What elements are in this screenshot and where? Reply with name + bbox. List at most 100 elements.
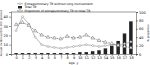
- line: [16, 23, 131, 48]
- marker: [59, 37, 62, 40]
- marker: [85, 44, 87, 46]
- bar: [104, 48, 108, 54]
- marker: [47, 46, 49, 48]
- marker: [21, 16, 23, 18]
- marker: [46, 35, 49, 38]
- legend: Extrapulmonary TB without lung involveme…: [17, 2, 94, 13]
- tick: 30: [4, 25, 11, 29]
- chart: 0123456789101112131415161718010203040020…: [0, 0, 150, 65]
- tick-label: 1: [22, 56, 24, 60]
- bar: [97, 50, 101, 54]
- tick-label: 0: [15, 56, 17, 60]
- marker: [34, 36, 36, 38]
- marker: [117, 44, 119, 46]
- tick: 18: [129, 54, 133, 60]
- tick-label: 40: [4, 15, 8, 19]
- marker: [85, 33, 88, 36]
- bar: [91, 51, 95, 54]
- tick-mark: [136, 37, 138, 38]
- tick-label: 16: [116, 56, 120, 60]
- tick-label: 11: [85, 56, 89, 60]
- tick-mark: [9, 35, 11, 36]
- tick-label: 15: [110, 56, 114, 60]
- tick-mark: [9, 54, 11, 55]
- tick-label: 0: [6, 53, 8, 57]
- tick-label: 7: [60, 56, 62, 60]
- bar: [116, 41, 120, 54]
- legend-label: Proportion of extrapulmonary TB to total…: [25, 9, 91, 13]
- tick: 100: [136, 11, 146, 15]
- tick: 17: [123, 54, 127, 60]
- marker: [15, 30, 17, 32]
- bar: [46, 53, 50, 54]
- bar: [21, 53, 25, 54]
- bar: [27, 53, 31, 54]
- marker: [53, 36, 56, 39]
- tick-label: 17: [123, 56, 127, 60]
- marker: [66, 46, 68, 48]
- marker: [110, 42, 113, 45]
- marker: [41, 44, 43, 46]
- tick: 7: [60, 54, 62, 60]
- tick-label: 14: [104, 56, 109, 60]
- marker: [53, 46, 55, 48]
- marker: [65, 34, 68, 37]
- bar: [33, 53, 37, 54]
- tick-label: 2: [28, 56, 30, 60]
- tick: 3: [35, 54, 37, 60]
- tick-mark: [9, 45, 11, 46]
- marker: [21, 21, 24, 24]
- tick: 60: [136, 27, 143, 31]
- legend-swatch: [18, 6, 22, 8]
- marker: [116, 44, 119, 47]
- tick: 5: [47, 54, 49, 60]
- marker: [104, 40, 107, 43]
- tick-label: 20: [4, 34, 8, 38]
- tick-label: 0: [139, 53, 141, 57]
- bar: [85, 52, 89, 54]
- tick-mark: [9, 26, 11, 27]
- tick-label: 60: [139, 27, 143, 31]
- bar: [72, 53, 76, 54]
- tick-mark: [136, 20, 138, 21]
- tick: 0: [6, 53, 11, 57]
- tick-label: 8: [67, 56, 69, 60]
- marker: [104, 45, 106, 47]
- bar: [65, 53, 69, 54]
- tick: 1: [22, 54, 24, 60]
- tick-label: 10: [78, 56, 82, 60]
- bar: [53, 53, 57, 54]
- marker: [34, 29, 37, 32]
- marker: [91, 36, 94, 39]
- x-axis: 0123456789101112131415161718: [12, 54, 137, 60]
- tick: 4: [41, 54, 44, 60]
- tick: 40: [4, 15, 11, 19]
- tick-label: 30: [4, 25, 8, 29]
- tick-label: 10: [4, 43, 8, 47]
- tick: 10: [4, 43, 11, 47]
- tick-label: 40: [139, 36, 143, 40]
- marker: [72, 36, 75, 39]
- tick-label: 80: [139, 19, 143, 23]
- tick-label: 100: [139, 11, 146, 15]
- tick-label: 13: [97, 56, 101, 60]
- marker: [123, 44, 126, 47]
- marker: [98, 46, 100, 48]
- legend-marker: [18, 9, 21, 12]
- legend-marker: [19, 3, 21, 5]
- tick-mark: [9, 17, 11, 18]
- tick: 11: [85, 54, 89, 60]
- line: [16, 17, 131, 49]
- tick: 0: [136, 53, 141, 57]
- axis-line: [9, 13, 12, 55]
- plot-area: [14, 16, 132, 54]
- y-axis-title: Annual incidence/100,000 persons: [0, 9, 3, 56]
- y-axis: 0 10 20 30 40: [4, 13, 12, 57]
- marker: [40, 33, 43, 36]
- tick-label: 4: [41, 56, 44, 60]
- marker: [130, 41, 132, 43]
- marker: [60, 47, 62, 49]
- bar-series: [14, 21, 132, 54]
- legend-swatch: [17, 3, 23, 4]
- tick: 13: [97, 54, 101, 60]
